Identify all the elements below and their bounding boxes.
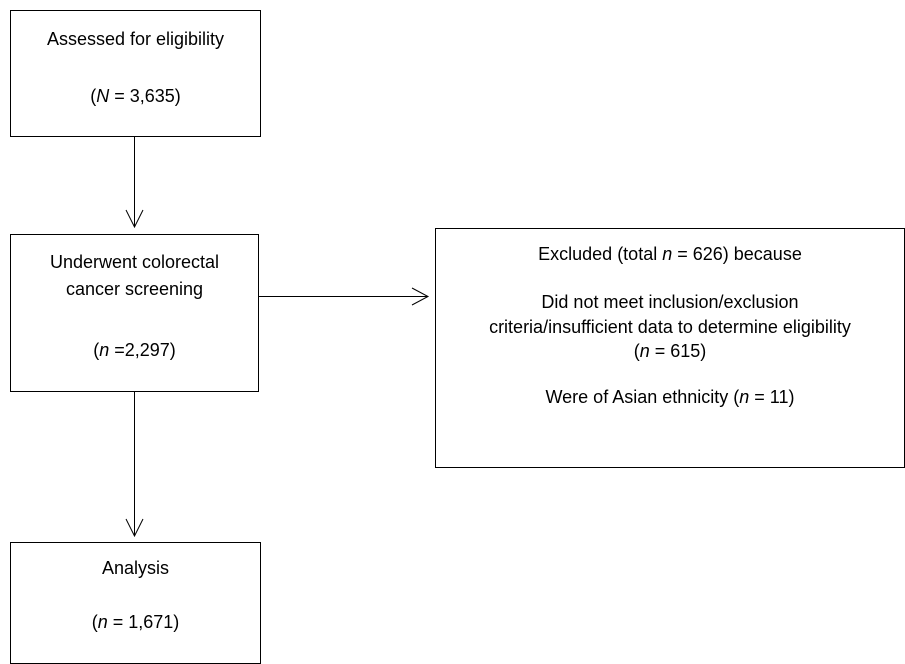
screening-title-line1: Underwent colorectal: [49, 252, 220, 272]
assessed-title: Assessed for eligibility: [46, 29, 225, 49]
node-excluded: Excluded (total n = 626) because Did not…: [435, 228, 905, 468]
node-underwent-screening: Underwent colorectal cancer screening (n…: [10, 234, 259, 392]
node-analysis: Analysis (n = 1,671): [10, 542, 261, 664]
excluded-reason1-line2: criteria/insufficient data to determine …: [489, 317, 851, 337]
excluded-reason2: Were of Asian ethnicity (n = 11): [545, 387, 795, 407]
excluded-reason1-line1: Did not meet inclusion/exclusion: [541, 292, 799, 312]
excluded-header: Excluded (total n = 626) because: [538, 244, 802, 264]
screening-title-line2: cancer screening: [65, 279, 204, 299]
analysis-count: (n = 1,671): [91, 612, 180, 632]
arrowhead-screening: [125, 209, 144, 229]
analysis-title: Analysis: [101, 558, 170, 578]
arrowhead-analysis: [125, 518, 144, 538]
node-assessed-for-eligibility: Assessed for eligibility (N = 3,635): [10, 10, 261, 137]
excluded-reason1-count: (n = 615): [633, 341, 707, 361]
assessed-count: (N = 3,635): [90, 86, 181, 106]
screening-count: (n =2,297): [93, 340, 176, 360]
arrowhead-excluded: [411, 287, 430, 306]
